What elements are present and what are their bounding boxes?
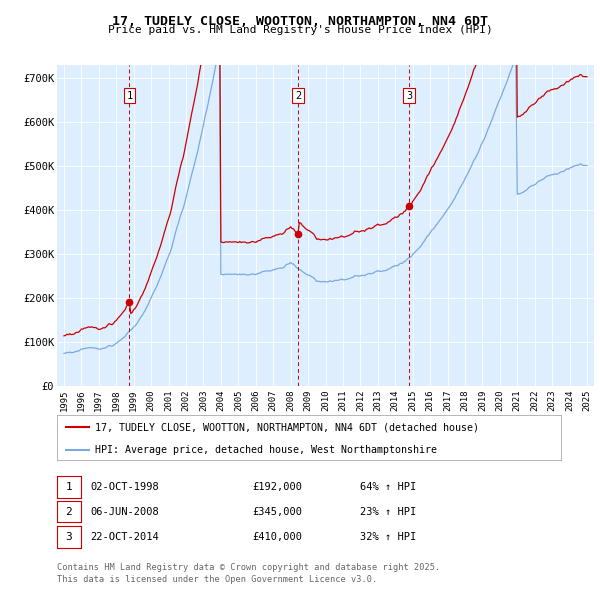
Text: 02-OCT-1998: 02-OCT-1998	[90, 482, 159, 491]
Text: 3: 3	[406, 91, 412, 101]
Text: 17, TUDELY CLOSE, WOOTTON, NORTHAMPTON, NN4 6DT (detached house): 17, TUDELY CLOSE, WOOTTON, NORTHAMPTON, …	[95, 422, 479, 432]
Text: 22-OCT-2014: 22-OCT-2014	[90, 532, 159, 542]
Text: 2: 2	[295, 91, 301, 101]
Text: 2: 2	[65, 507, 73, 516]
Text: This data is licensed under the Open Government Licence v3.0.: This data is licensed under the Open Gov…	[57, 575, 377, 584]
Text: 06-JUN-2008: 06-JUN-2008	[90, 507, 159, 516]
Text: £192,000: £192,000	[252, 482, 302, 491]
Text: Contains HM Land Registry data © Crown copyright and database right 2025.: Contains HM Land Registry data © Crown c…	[57, 563, 440, 572]
Text: HPI: Average price, detached house, West Northamptonshire: HPI: Average price, detached house, West…	[95, 445, 437, 455]
Text: 1: 1	[65, 482, 73, 491]
Text: 3: 3	[65, 532, 73, 542]
Text: 1: 1	[126, 91, 133, 101]
Text: 32% ↑ HPI: 32% ↑ HPI	[360, 532, 416, 542]
Text: 23% ↑ HPI: 23% ↑ HPI	[360, 507, 416, 516]
Text: £345,000: £345,000	[252, 507, 302, 516]
Text: 17, TUDELY CLOSE, WOOTTON, NORTHAMPTON, NN4 6DT: 17, TUDELY CLOSE, WOOTTON, NORTHAMPTON, …	[112, 15, 488, 28]
Text: Price paid vs. HM Land Registry's House Price Index (HPI): Price paid vs. HM Land Registry's House …	[107, 25, 493, 35]
Text: £410,000: £410,000	[252, 532, 302, 542]
Text: 64% ↑ HPI: 64% ↑ HPI	[360, 482, 416, 491]
